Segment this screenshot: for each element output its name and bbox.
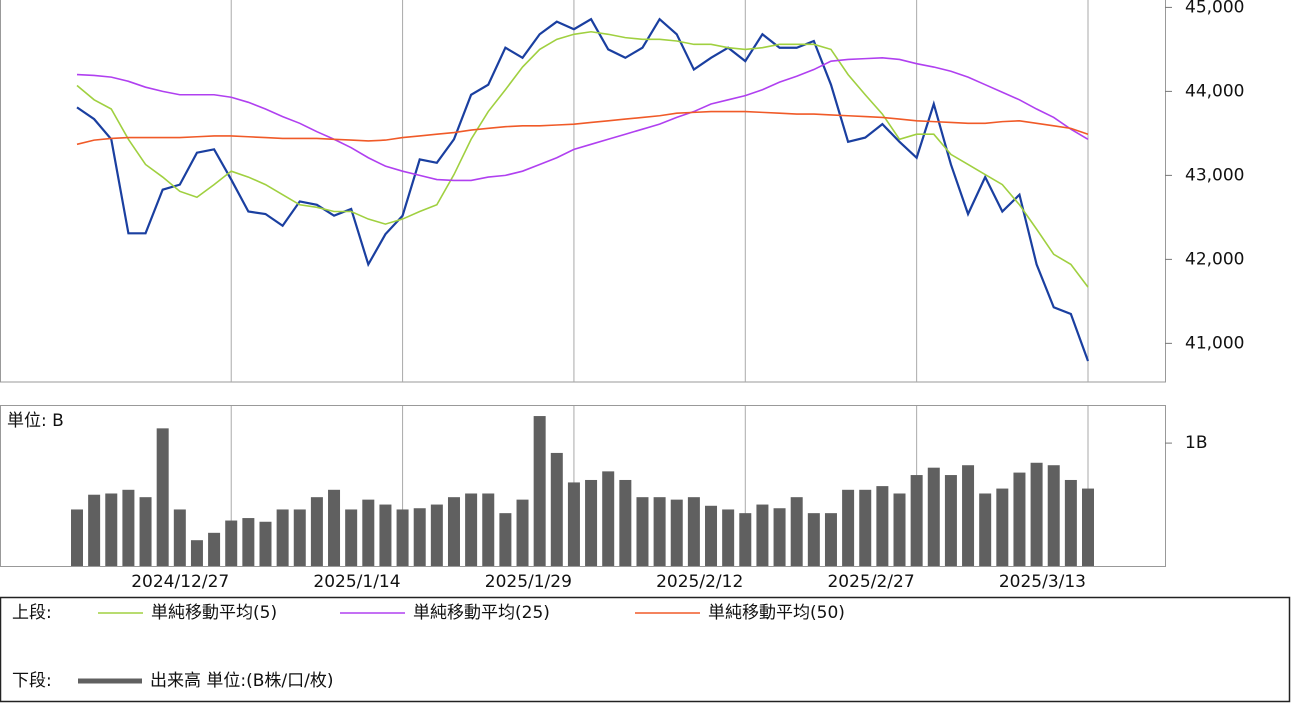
- legend-upper-label: 上段:: [12, 603, 52, 623]
- x-tick-label: 2025/3/13: [999, 572, 1086, 592]
- y-tick-label: 44,000: [1185, 81, 1244, 101]
- volume-bar: [807, 513, 820, 566]
- price-line: [76, 17, 1090, 362]
- volume-bar: [430, 504, 443, 566]
- volume-bar: [413, 508, 426, 566]
- volume-bar: [516, 499, 529, 566]
- price-line: [76, 110, 1089, 146]
- x-tick-label: 2025/1/29: [485, 572, 572, 592]
- legend-label: 単純移動平均(25): [413, 603, 550, 623]
- volume-bar: [1013, 472, 1026, 566]
- volume-bar: [276, 509, 289, 566]
- volume-bar: [842, 489, 855, 566]
- volume-bar: [944, 475, 957, 566]
- volume-bar: [173, 509, 186, 566]
- volume-bar: [602, 471, 615, 566]
- volume-bar: [996, 488, 1009, 566]
- volume-bar: [876, 486, 889, 566]
- volume-bar: [105, 493, 118, 566]
- unit-label: 単位: B: [7, 411, 64, 431]
- y-tick-label: 45,000: [1185, 0, 1244, 17]
- price-line: [76, 30, 1089, 288]
- volume-bar: [482, 493, 495, 566]
- price-line: [76, 56, 1089, 182]
- legend-lower-label: 下段:: [12, 671, 52, 691]
- volume-bar: [328, 489, 341, 566]
- volume-bar: [88, 494, 101, 566]
- volume-bar: [893, 493, 906, 566]
- volume-bar: [824, 513, 837, 566]
- legend-label: 単純移動平均(50): [708, 603, 845, 623]
- volume-bar: [910, 475, 923, 566]
- volume-bar: [499, 513, 512, 566]
- volume-bar: [122, 489, 135, 566]
- volume-bar: [1082, 488, 1094, 566]
- volume-bar: [670, 499, 683, 566]
- volume-bar: [71, 509, 83, 566]
- volume-bar: [139, 497, 152, 566]
- volume-bar: [293, 509, 306, 566]
- legend-label: 出来高 単位:(B株/口/枚): [150, 671, 334, 691]
- volume-bar: [859, 489, 872, 566]
- x-tick-label: 2025/2/12: [656, 572, 743, 592]
- volume-bar: [739, 513, 752, 566]
- volume-bar: [653, 497, 666, 566]
- volume-bar: [242, 518, 255, 566]
- y-tick-label: 43,000: [1185, 165, 1244, 185]
- volume-bar: [962, 465, 975, 566]
- y-tick-label: 42,000: [1185, 249, 1244, 269]
- volume-bar: [310, 497, 323, 566]
- price-frame: [0, 0, 1166, 383]
- volume-bar: [533, 416, 546, 566]
- y-tick-label: 1B: [1185, 433, 1207, 453]
- y-tick-label: 41,000: [1185, 333, 1244, 353]
- volume-bar: [790, 497, 803, 566]
- legend-box: [0, 596, 1291, 703]
- volume-frame: [0, 405, 1166, 567]
- volume-bar: [567, 482, 580, 566]
- volume-bar: [585, 479, 598, 566]
- volume-bar: [225, 520, 238, 566]
- x-tick-label: 2025/1/14: [313, 572, 400, 592]
- volume-bar: [259, 521, 272, 566]
- volume-bar: [379, 504, 392, 566]
- legend-label: 単純移動平均(5): [151, 603, 277, 623]
- volume-bar: [636, 497, 649, 566]
- volume-bar: [687, 497, 700, 566]
- volume-bar: [465, 493, 478, 566]
- volume-bar: [1047, 465, 1060, 566]
- volume-bar: [550, 452, 563, 566]
- volume-bar: [345, 509, 358, 566]
- volume-bar: [619, 479, 632, 566]
- volume-bar: [190, 540, 203, 566]
- volume-bar: [756, 504, 769, 566]
- volume-bar: [1030, 462, 1043, 566]
- volume-bar: [396, 509, 409, 566]
- x-tick-label: 2025/2/27: [827, 572, 914, 592]
- volume-bar: [773, 508, 786, 566]
- volume-bar: [705, 505, 718, 566]
- volume-bar: [208, 532, 221, 566]
- volume-bar: [362, 499, 375, 566]
- volume-bar: [927, 467, 940, 566]
- volume-bar: [156, 428, 169, 566]
- volume-bar: [979, 493, 992, 566]
- volume-bar: [722, 509, 735, 566]
- volume-bar: [1064, 479, 1077, 566]
- volume-bar: [447, 497, 460, 566]
- x-tick-label: 2024/12/27: [131, 572, 229, 592]
